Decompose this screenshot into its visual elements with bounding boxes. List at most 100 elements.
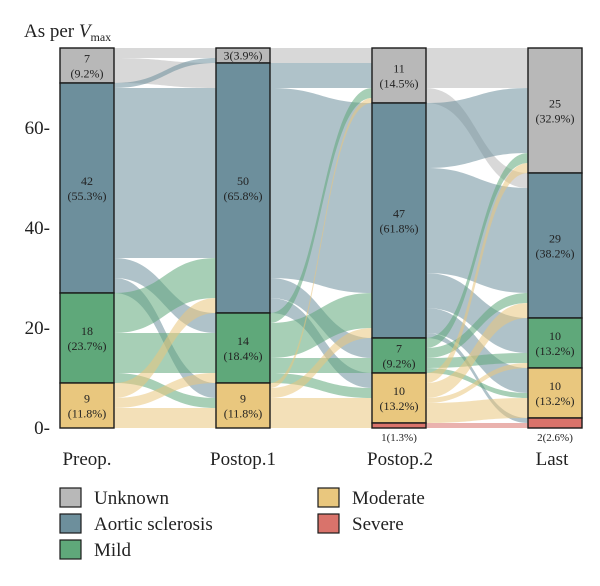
bar-moderate xyxy=(215,382,271,429)
segment-count: 7 xyxy=(396,342,402,356)
bar-mild xyxy=(215,312,271,384)
flow-moderate-to-unknown xyxy=(270,98,372,388)
bar-moderate xyxy=(59,382,115,429)
segment-percent: (18.4%) xyxy=(224,349,263,363)
segment-count: 10 xyxy=(393,384,405,398)
bar-severe xyxy=(371,422,427,429)
flow-moderate-to-moderate xyxy=(426,398,528,423)
y-tick-label: 0- xyxy=(34,418,50,439)
flow-unknown-to-unknown xyxy=(426,48,528,88)
stage-label: Preop. xyxy=(62,449,111,470)
segment-percent: (13.2%) xyxy=(536,344,575,358)
segment-count: 18 xyxy=(81,324,93,338)
flow-moderate-to-severe xyxy=(270,423,372,428)
flow-severe-to-severe xyxy=(426,423,528,428)
flow-moderate-to-moderate xyxy=(114,408,216,428)
segment-percent: (14.5%) xyxy=(380,77,419,91)
legend-swatch-severe xyxy=(317,513,340,534)
segment-count: 9 xyxy=(84,392,90,406)
segment-percent: (11.8%) xyxy=(224,407,263,421)
flow-aortic-to-mild xyxy=(426,273,528,353)
bar-mild xyxy=(527,317,583,369)
segment-percent: (23.7%) xyxy=(68,339,107,353)
flow-mild-to-aortic xyxy=(270,293,372,358)
legend-swatch-unknown xyxy=(59,487,82,508)
legend-label-unknown: Unknown xyxy=(94,488,169,509)
segment-count: 10 xyxy=(549,379,561,393)
segment-percent: (11.8%) xyxy=(68,407,107,421)
bar-severe xyxy=(527,417,583,429)
bar-aortic xyxy=(215,62,271,314)
legend-swatch-aortic xyxy=(59,513,82,534)
segment-count: 47 xyxy=(393,207,405,221)
bar-unknown xyxy=(59,47,115,84)
flow-mild-to-unknown xyxy=(426,153,528,348)
stage-labels: Preop. Postop.1 Postop.2 Last xyxy=(62,449,569,470)
flow-aortic-to-unknown xyxy=(114,58,216,88)
bar-mild xyxy=(371,337,427,374)
segment-count: 29 xyxy=(549,232,561,246)
flow-aortic-to-aortic xyxy=(270,88,372,293)
segment-percent: (61.8%) xyxy=(380,222,419,236)
flow-mild-to-mild xyxy=(426,353,528,368)
segment-count: 10 xyxy=(549,329,561,343)
segment-count: 25 xyxy=(549,97,561,111)
y-axis-title: As per Vmax xyxy=(24,21,111,44)
segment-percent: (13.2%) xyxy=(380,399,419,413)
y-axis: As per Vmax 0- 20- 40- 60- xyxy=(24,21,111,439)
segment-label: 2(2.6%) xyxy=(537,432,573,444)
flow-moderate-to-unknown xyxy=(426,163,528,383)
legend-swatch-mild xyxy=(59,539,82,560)
flow-moderate-to-moderate xyxy=(270,398,372,423)
y-axis-title-variable: V xyxy=(79,21,93,42)
segment-percent: (65.8%) xyxy=(224,189,263,203)
y-tick-label: 20- xyxy=(25,318,50,339)
legend-label-severe: Severe xyxy=(352,514,404,535)
y-tick-label: 40- xyxy=(25,218,50,239)
stage-label: Last xyxy=(536,449,569,470)
segment-percent: (9.2%) xyxy=(71,67,104,81)
segment-count: 9 xyxy=(240,392,246,406)
flow-moderate-to-mild xyxy=(426,363,528,403)
bar-mild xyxy=(59,292,115,384)
y-tick-label: 60- xyxy=(25,118,50,139)
segment-count: 11 xyxy=(393,62,405,76)
segment-count: 7 xyxy=(84,52,90,66)
segment-percent: (55.3%) xyxy=(68,189,107,203)
segment-percent: (32.9%) xyxy=(536,112,575,126)
flow-aortic-to-aortic xyxy=(426,168,528,293)
flow-mild-to-moderate xyxy=(270,373,372,398)
flow-aortic-to-severe xyxy=(426,333,528,423)
bar-unknown xyxy=(527,47,583,174)
bar-aortic xyxy=(527,172,583,319)
flow-moderate-to-aortic xyxy=(270,328,372,398)
bar-moderate xyxy=(527,367,583,419)
flow-moderate-to-aortic xyxy=(426,303,528,398)
stage-bars: 7(9.2%)42(55.3%)18(23.7%)9(11.8%)3(3.9%)… xyxy=(59,47,583,444)
legend-label-moderate: Moderate xyxy=(352,488,425,509)
bar-unknown xyxy=(371,47,427,104)
y-axis-title-subscript: max xyxy=(91,30,112,44)
segment-count: 42 xyxy=(81,174,93,188)
legend-label-aortic: Aortic sclerosis xyxy=(94,514,213,535)
legend-swatch-moderate xyxy=(317,487,340,508)
bar-aortic xyxy=(59,82,115,294)
stage-label: Postop.2 xyxy=(367,449,433,470)
flow-moderate-to-mild xyxy=(114,373,216,408)
flow-moderate-to-aortic xyxy=(114,298,216,398)
flow-mild-to-unknown xyxy=(270,88,372,323)
segment-label: 3(3.9%) xyxy=(224,49,263,63)
stage-label: Postop.1 xyxy=(210,449,276,470)
segment-label: 1(1.3%) xyxy=(381,432,417,444)
flow-mild-to-aortic xyxy=(426,293,528,358)
flow-aortic-to-unknown xyxy=(426,88,528,168)
flow-unknown-to-unknown xyxy=(270,48,372,63)
legend: Unknown Aortic sclerosis Mild Moderate Sever… xyxy=(59,487,425,561)
segment-percent: (38.2%) xyxy=(536,247,575,261)
y-axis-title-prefix: As per xyxy=(24,21,79,42)
legend-label-mild: Mild xyxy=(94,540,131,561)
flow-aortic-to-aortic xyxy=(114,88,216,258)
bar-moderate xyxy=(371,372,427,424)
flow-mild-to-aortic xyxy=(114,258,216,333)
